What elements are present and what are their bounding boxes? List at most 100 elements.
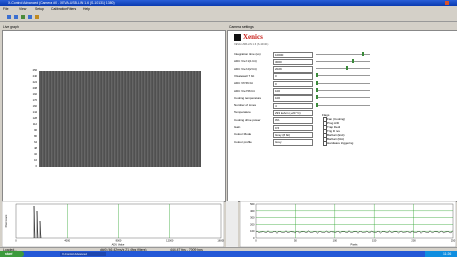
setting-value: 100 bbox=[275, 96, 280, 100]
setting-input[interactable]: 0.5 bbox=[273, 125, 313, 132]
tool-button[interactable] bbox=[28, 15, 32, 19]
slider-track bbox=[316, 68, 370, 69]
setting-label: Cooling drive power bbox=[234, 118, 261, 122]
detector-image bbox=[39, 71, 201, 167]
setting-input[interactable]: Gray (8 bit) bbox=[273, 132, 313, 139]
panel-title: Camera settings bbox=[229, 25, 254, 29]
x-axis-label: Pixels bbox=[351, 243, 359, 247]
slider-thumb[interactable] bbox=[316, 88, 318, 92]
y-tick-label: 100 bbox=[250, 229, 255, 233]
close-button[interactable] bbox=[445, 1, 449, 5]
slider-track bbox=[316, 97, 370, 98]
setting-label: Temperature bbox=[234, 110, 251, 114]
window-title: X-Control Advanced (Camera #0 - XEVA-USB… bbox=[8, 1, 115, 5]
setting-input[interactable]: 100 bbox=[273, 88, 313, 95]
setting-value: 0% bbox=[275, 118, 279, 122]
panel-title: Live graph bbox=[3, 25, 19, 29]
slider-track bbox=[316, 105, 370, 106]
tool-button[interactable] bbox=[14, 15, 18, 19]
start-button[interactable]: start bbox=[0, 251, 24, 257]
setting-label: ADC Vref 2(2 bit) bbox=[234, 67, 257, 71]
slider-thumb[interactable] bbox=[352, 59, 354, 63]
setting-value: 0 bbox=[275, 74, 277, 78]
setting-value: Grey bbox=[275, 140, 282, 144]
setting-input[interactable]: 3000 bbox=[273, 59, 313, 66]
slider-track bbox=[316, 83, 370, 84]
row-label: 144 bbox=[33, 111, 37, 115]
setting-input[interactable]: 0% bbox=[273, 117, 313, 124]
setting-input[interactable]: 4 bbox=[273, 103, 313, 110]
y-tick-label: 400 bbox=[250, 209, 255, 213]
tray: 11:26 bbox=[425, 251, 457, 257]
row-label: 64 bbox=[34, 141, 37, 145]
row-label: 32 bbox=[34, 153, 37, 157]
menu-item[interactable]: Setup bbox=[35, 7, 44, 11]
slider-track bbox=[316, 61, 370, 62]
row-label: 192 bbox=[33, 93, 37, 97]
setting-input[interactable]: 0 bbox=[273, 81, 313, 88]
row-label: 0 bbox=[36, 165, 37, 169]
plot-frame bbox=[240, 201, 456, 247]
slider-thumb[interactable] bbox=[316, 103, 318, 107]
setting-input[interactable]: 0 bbox=[273, 73, 313, 80]
row-label: 176 bbox=[33, 99, 37, 103]
setting-input[interactable]: 100 bbox=[273, 95, 313, 102]
setting-value: 10000 bbox=[275, 53, 283, 57]
x-tick-label: 250 bbox=[451, 239, 456, 243]
task-button[interactable]: X-Control Advanced bbox=[60, 252, 106, 256]
histogram-plot: 0400080001200016000ADU ValuePixel count bbox=[2, 201, 224, 247]
title-bar: X-Control Advanced (Camera #0 - XEVA-USB… bbox=[0, 0, 457, 6]
menu-item[interactable]: View bbox=[19, 7, 26, 11]
y-tick-label: 300 bbox=[250, 216, 255, 220]
row-labels: 2562402242081921761601441281129680644832… bbox=[21, 71, 37, 167]
row-label: 96 bbox=[34, 129, 37, 133]
slider-track bbox=[316, 75, 370, 76]
tool-button[interactable] bbox=[21, 15, 25, 19]
x-tick-label: 16000 bbox=[217, 239, 224, 243]
row-label: 208 bbox=[33, 87, 37, 91]
setting-value: 293 kelvin (+20 °C) bbox=[275, 111, 301, 115]
y-tick-label: 200 bbox=[250, 222, 255, 226]
app-window: X-Control Advanced (Camera #0 - XEVA-USB… bbox=[0, 0, 457, 257]
setting-label: ADC Vfl 56 bit bbox=[234, 81, 253, 85]
toolbar bbox=[0, 13, 457, 22]
menu-item[interactable]: Help bbox=[83, 7, 90, 11]
settings-panel: Xenics XEVA-USB-LIN 1.6 (S-10131) Integr… bbox=[227, 30, 457, 202]
live-image-panel: 2562402242081921761601441281129680644832… bbox=[2, 30, 226, 202]
setting-input[interactable]: 293 kelvin (+20 °C) bbox=[273, 110, 313, 117]
row-label: 16 bbox=[34, 159, 37, 163]
row-label: 48 bbox=[34, 147, 37, 151]
row-label: 112 bbox=[33, 123, 37, 127]
slider-thumb[interactable] bbox=[316, 95, 318, 99]
clock: 11:26 bbox=[443, 252, 451, 256]
row-label: 240 bbox=[33, 75, 37, 79]
setting-input[interactable]: Grey bbox=[273, 139, 313, 146]
setting-label: Number of Lines bbox=[234, 103, 256, 107]
slider-thumb[interactable] bbox=[362, 52, 364, 56]
tool-button[interactable] bbox=[35, 15, 39, 19]
taskbar: start X-Control Advanced 11:26 bbox=[0, 251, 457, 257]
setting-value: 2029 bbox=[275, 67, 282, 71]
row-label: 224 bbox=[33, 81, 37, 85]
slider-thumb[interactable] bbox=[316, 73, 318, 77]
setting-label: Colour Mode bbox=[234, 132, 251, 136]
menu-item[interactable]: Calibration bbox=[51, 7, 67, 11]
setting-label: ADC Vref 56 bit bbox=[234, 89, 255, 93]
x-tick-label: 8000 bbox=[116, 239, 122, 243]
tool-button[interactable] bbox=[7, 15, 11, 19]
y-tick-label: 500 bbox=[250, 202, 255, 206]
slider-thumb[interactable] bbox=[316, 81, 318, 85]
setting-input[interactable]: 10000 bbox=[273, 52, 313, 59]
row-label: 256 bbox=[33, 69, 37, 73]
slider-thumb[interactable] bbox=[346, 66, 348, 70]
slider-track bbox=[316, 90, 370, 91]
menu-item[interactable]: File bbox=[3, 7, 8, 11]
menu-item[interactable]: Filters bbox=[67, 7, 76, 11]
plot-frame bbox=[2, 201, 224, 247]
setting-input[interactable]: 2029 bbox=[273, 66, 313, 73]
flag-label: Hardware triggering bbox=[327, 141, 353, 145]
x-tick-label: 100 bbox=[333, 239, 338, 243]
